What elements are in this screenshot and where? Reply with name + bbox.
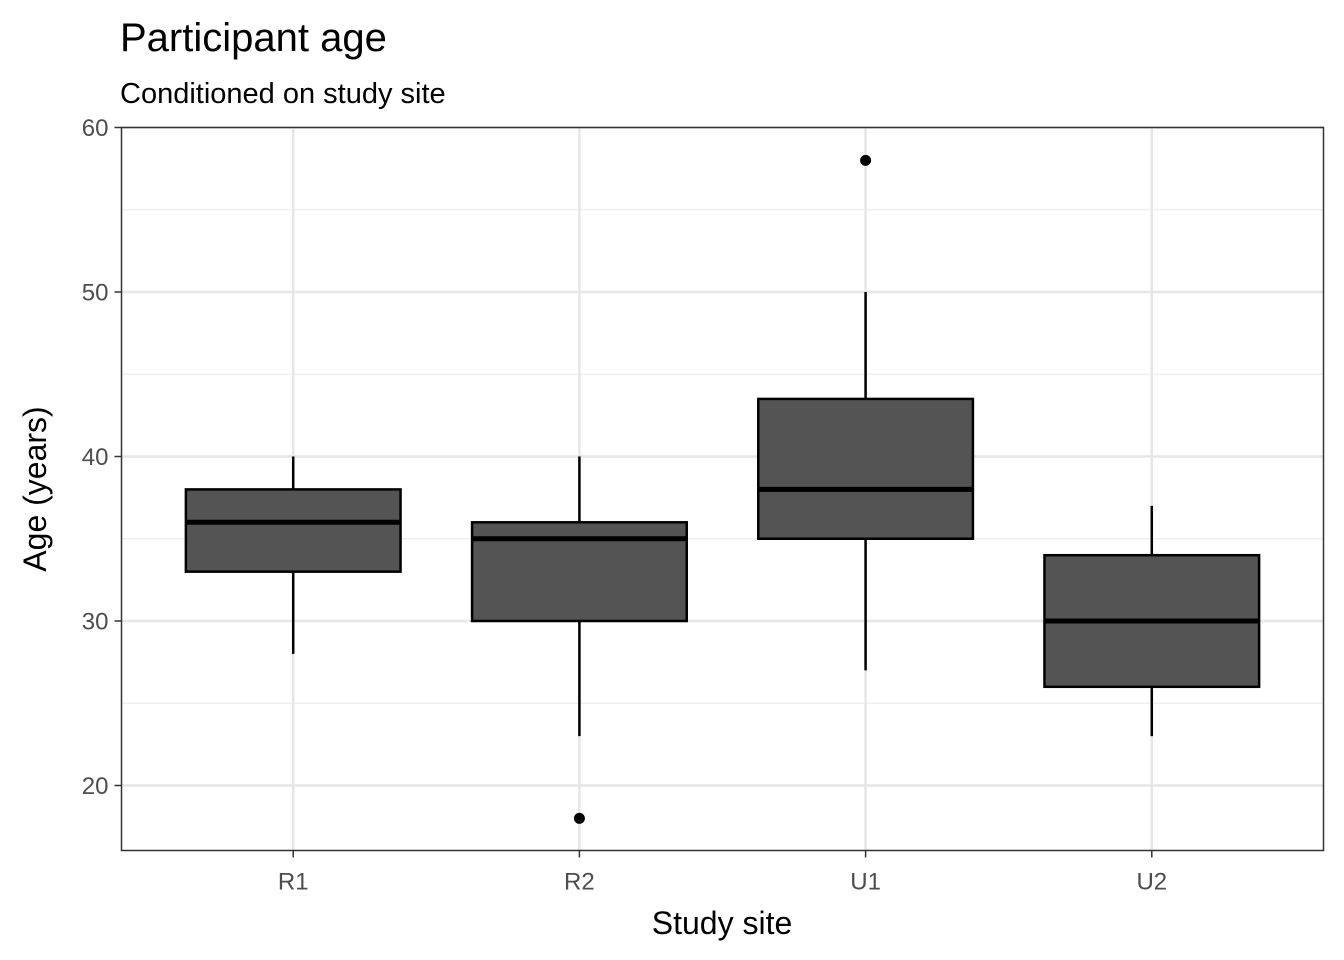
chart-subtitle: Conditioned on study site bbox=[120, 78, 446, 110]
panel-border bbox=[120, 126, 1325, 852]
box-layer bbox=[184, 154, 1261, 824]
x-tick-label: R2 bbox=[564, 869, 595, 896]
chart-title: Participant age bbox=[120, 16, 387, 60]
x-tick-label: U2 bbox=[1136, 869, 1167, 896]
box-iqr bbox=[184, 488, 402, 573]
y-tick-label: 40 bbox=[82, 444, 109, 471]
x-tick-label: R1 bbox=[278, 869, 309, 896]
box-r1 bbox=[184, 456, 402, 654]
x-axis-title: Study site bbox=[652, 905, 793, 941]
box-r2 bbox=[470, 456, 688, 824]
x-tick-label: U1 bbox=[850, 869, 881, 896]
y-axis-title: Age (years) bbox=[17, 406, 53, 571]
outlier-point bbox=[573, 812, 585, 824]
y-tick-label: 60 bbox=[82, 115, 109, 142]
box-iqr bbox=[757, 397, 975, 540]
y-tick-label: 30 bbox=[82, 609, 109, 636]
y-tick-label: 20 bbox=[82, 773, 109, 800]
outlier-point bbox=[860, 154, 872, 166]
box-u1 bbox=[757, 154, 975, 671]
x-axis: R1 R2 U1 U2 bbox=[278, 850, 1167, 896]
y-axis: 20 30 40 50 60 bbox=[82, 115, 122, 800]
box-u2 bbox=[1043, 505, 1261, 737]
y-tick-label: 50 bbox=[82, 280, 109, 307]
